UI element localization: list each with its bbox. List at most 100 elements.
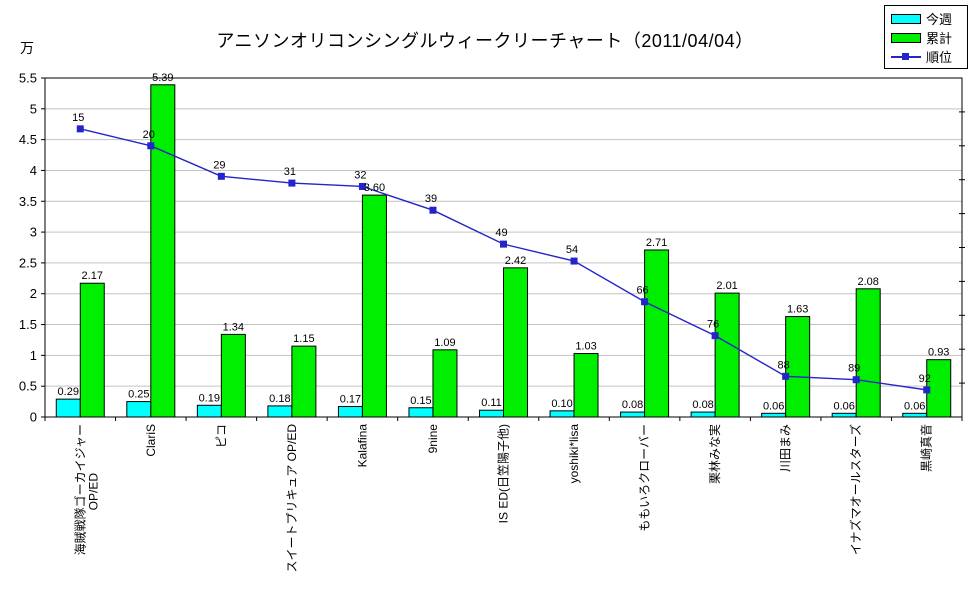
legend-label-weekly: 今週 [926, 12, 953, 27]
bar-weekly [408, 407, 434, 418]
rank-marker [429, 206, 437, 214]
rank-label: 66 [636, 285, 648, 297]
rank-marker [923, 386, 931, 394]
bar-weekly [549, 410, 575, 418]
bar-weekly [126, 401, 152, 418]
value-label-cumulative: 2.17 [82, 270, 103, 282]
rank-marker [782, 372, 790, 380]
y-axis-tick-label: 2 [30, 286, 37, 301]
category-label: ClariS [144, 424, 158, 457]
rank-marker [711, 332, 719, 340]
value-label-weekly: 0.06 [833, 400, 854, 412]
legend-marker-icon [902, 52, 909, 60]
category-label: IS ED(日笠陽子他) [496, 424, 511, 523]
bar-weekly [761, 412, 787, 418]
category-label: 9nine [426, 424, 440, 454]
category-label: 海賊戦隊ゴーカイジャー [72, 424, 87, 555]
rank-marker [288, 179, 296, 187]
value-label-cumulative: 1.15 [293, 333, 314, 345]
value-label-cumulative: 5.39 [152, 72, 173, 84]
value-label-weekly: 0.29 [58, 386, 79, 398]
rank-marker [76, 125, 84, 133]
y-axis-tick-label: 0 [30, 410, 37, 425]
bar-cumulative [150, 84, 176, 418]
y-axis-tick-label: 1.5 [19, 317, 37, 332]
bar-cumulative [361, 194, 387, 418]
y-axis-tick-label: 3.5 [19, 194, 37, 209]
rank-label: 76 [707, 319, 719, 331]
value-label-weekly: 0.06 [904, 400, 925, 412]
y-axis-tick-label: 5 [30, 101, 37, 116]
rank-marker [852, 376, 860, 384]
rank-label: 54 [566, 244, 578, 256]
y-axis-tick-label: 0.5 [19, 379, 37, 394]
rank-marker [358, 182, 366, 190]
value-label-cumulative: 1.03 [575, 341, 596, 353]
legend-swatch-cumulative [891, 32, 921, 43]
rank-label: 92 [919, 373, 931, 385]
bar-weekly [902, 412, 928, 418]
category-label: OP/ED [86, 473, 100, 511]
rank-label: 49 [495, 227, 507, 239]
category-label: イナズマオールスターズ [848, 424, 863, 555]
value-label-cumulative: 1.63 [787, 304, 808, 316]
rank-marker [641, 298, 649, 306]
category-label: 黒崎真音 [919, 424, 934, 472]
bar-cumulative [432, 349, 458, 418]
bar-weekly [690, 411, 716, 418]
bar-cumulative [644, 249, 670, 418]
bar-cumulative [785, 316, 811, 418]
rank-label: 88 [778, 359, 790, 371]
chart-title: アニソンオリコンシングルウィークリーチャート（2011/04/04） [216, 31, 754, 51]
value-label-weekly: 0.06 [763, 400, 784, 412]
value-label-weekly: 0.10 [551, 398, 572, 410]
value-label-weekly: 0.19 [199, 392, 220, 404]
value-label-cumulative: 2.08 [857, 276, 878, 288]
y-axis-tick-label: 4.5 [19, 132, 37, 147]
value-label-weekly: 0.15 [410, 395, 431, 407]
bar-weekly [337, 406, 363, 418]
category-label: Kalafina [355, 424, 369, 468]
y-axis-tick-label: 1 [30, 348, 37, 363]
bar-cumulative [926, 359, 952, 418]
value-label-weekly: 0.08 [622, 399, 643, 411]
value-label-cumulative: 3.60 [364, 182, 385, 194]
bar-cumulative [79, 282, 105, 418]
y-axis-tick-label: 5.5 [19, 71, 37, 86]
legend-label-rank: 順位 [926, 50, 953, 65]
bar-cumulative [573, 353, 599, 418]
value-label-weekly: 0.17 [340, 394, 361, 406]
bar-weekly [620, 411, 646, 418]
bar-weekly [479, 409, 504, 418]
rank-marker [147, 142, 155, 150]
value-label-cumulative: 2.42 [505, 255, 526, 267]
category-label: yoshiki*lisa [567, 424, 581, 484]
rank-label: 15 [72, 112, 84, 124]
bar-weekly [267, 405, 293, 418]
legend-item-cumulative: 累計 [891, 30, 962, 46]
rank-label: 89 [848, 363, 860, 375]
value-label-cumulative: 0.93 [928, 347, 949, 359]
rank-label: 31 [284, 166, 296, 178]
rank-label: 29 [213, 159, 225, 171]
legend-label-cumulative: 累計 [926, 31, 953, 46]
rank-marker [500, 240, 507, 248]
rank-marker [570, 257, 578, 265]
bar-cumulative [714, 292, 740, 418]
value-label-cumulative: 2.71 [646, 237, 667, 249]
legend-swatch-weekly [891, 13, 921, 24]
legend-line-swatch [891, 52, 921, 62]
value-label-weekly: 0.18 [269, 393, 290, 405]
legend: 今週 累計 順位 [884, 5, 968, 69]
legend-item-weekly: 今週 [891, 11, 962, 27]
category-label: ももいろクローバー [638, 424, 652, 532]
rank-label: 32 [354, 169, 366, 181]
category-label: 栗林みな実 [707, 424, 722, 484]
rank-label: 39 [425, 193, 437, 205]
bar-cumulative [855, 288, 881, 418]
category-label: ピコ [214, 424, 228, 448]
value-label-cumulative: 2.01 [716, 280, 737, 292]
y-axis-unit-label: 万 [20, 40, 34, 56]
bar-weekly [196, 404, 222, 418]
